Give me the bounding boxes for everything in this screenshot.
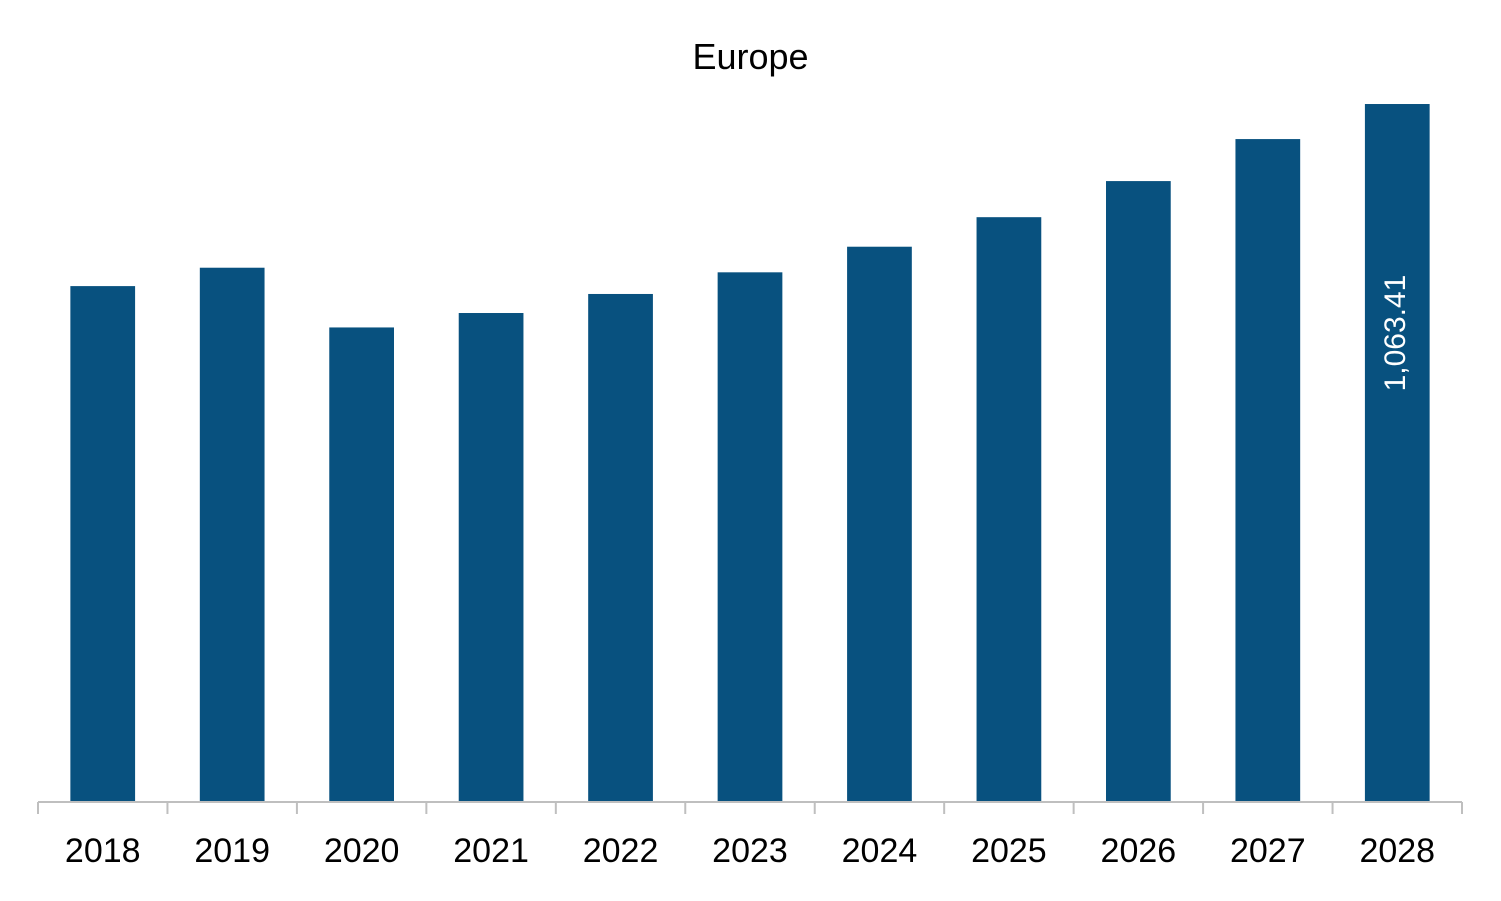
bar-2025	[976, 217, 1042, 802]
x-tick-label-2026: 2026	[1101, 832, 1177, 870]
bar-2026	[1106, 181, 1171, 802]
bar-2021	[458, 313, 524, 802]
bar-2020	[329, 327, 394, 802]
x-tick-label-2028: 2028	[1359, 832, 1435, 870]
bar-2024	[847, 246, 912, 802]
bar-2027	[1235, 139, 1301, 802]
bar-2028	[1364, 104, 1430, 802]
chart-title: Europe	[692, 36, 809, 77]
data-label-2028: 1,063.41	[1379, 275, 1412, 392]
x-tick-label-2023: 2023	[712, 832, 788, 870]
bar-2022	[588, 293, 653, 802]
x-tick-label-2022: 2022	[583, 832, 659, 870]
x-tick-label-2025: 2025	[971, 832, 1047, 870]
bar-2019	[199, 267, 265, 803]
x-tick-label-2019: 2019	[194, 832, 270, 870]
x-axis: 2018 2019 2020 2021 2022 2023 2024 2025 2026 2027…	[37, 801, 1463, 870]
x-tick-label-2020: 2020	[324, 832, 400, 870]
bar-2018	[70, 286, 136, 803]
x-tick-label-2021: 2021	[453, 832, 529, 870]
labels-layer: 1,063.41	[1379, 275, 1412, 392]
x-tick-label-2018: 2018	[65, 832, 141, 870]
x-tick-label-2024: 2024	[842, 832, 918, 870]
x-tick-label-2027: 2027	[1230, 832, 1306, 870]
bar-2023	[717, 272, 783, 802]
bars-layer	[70, 104, 1430, 803]
